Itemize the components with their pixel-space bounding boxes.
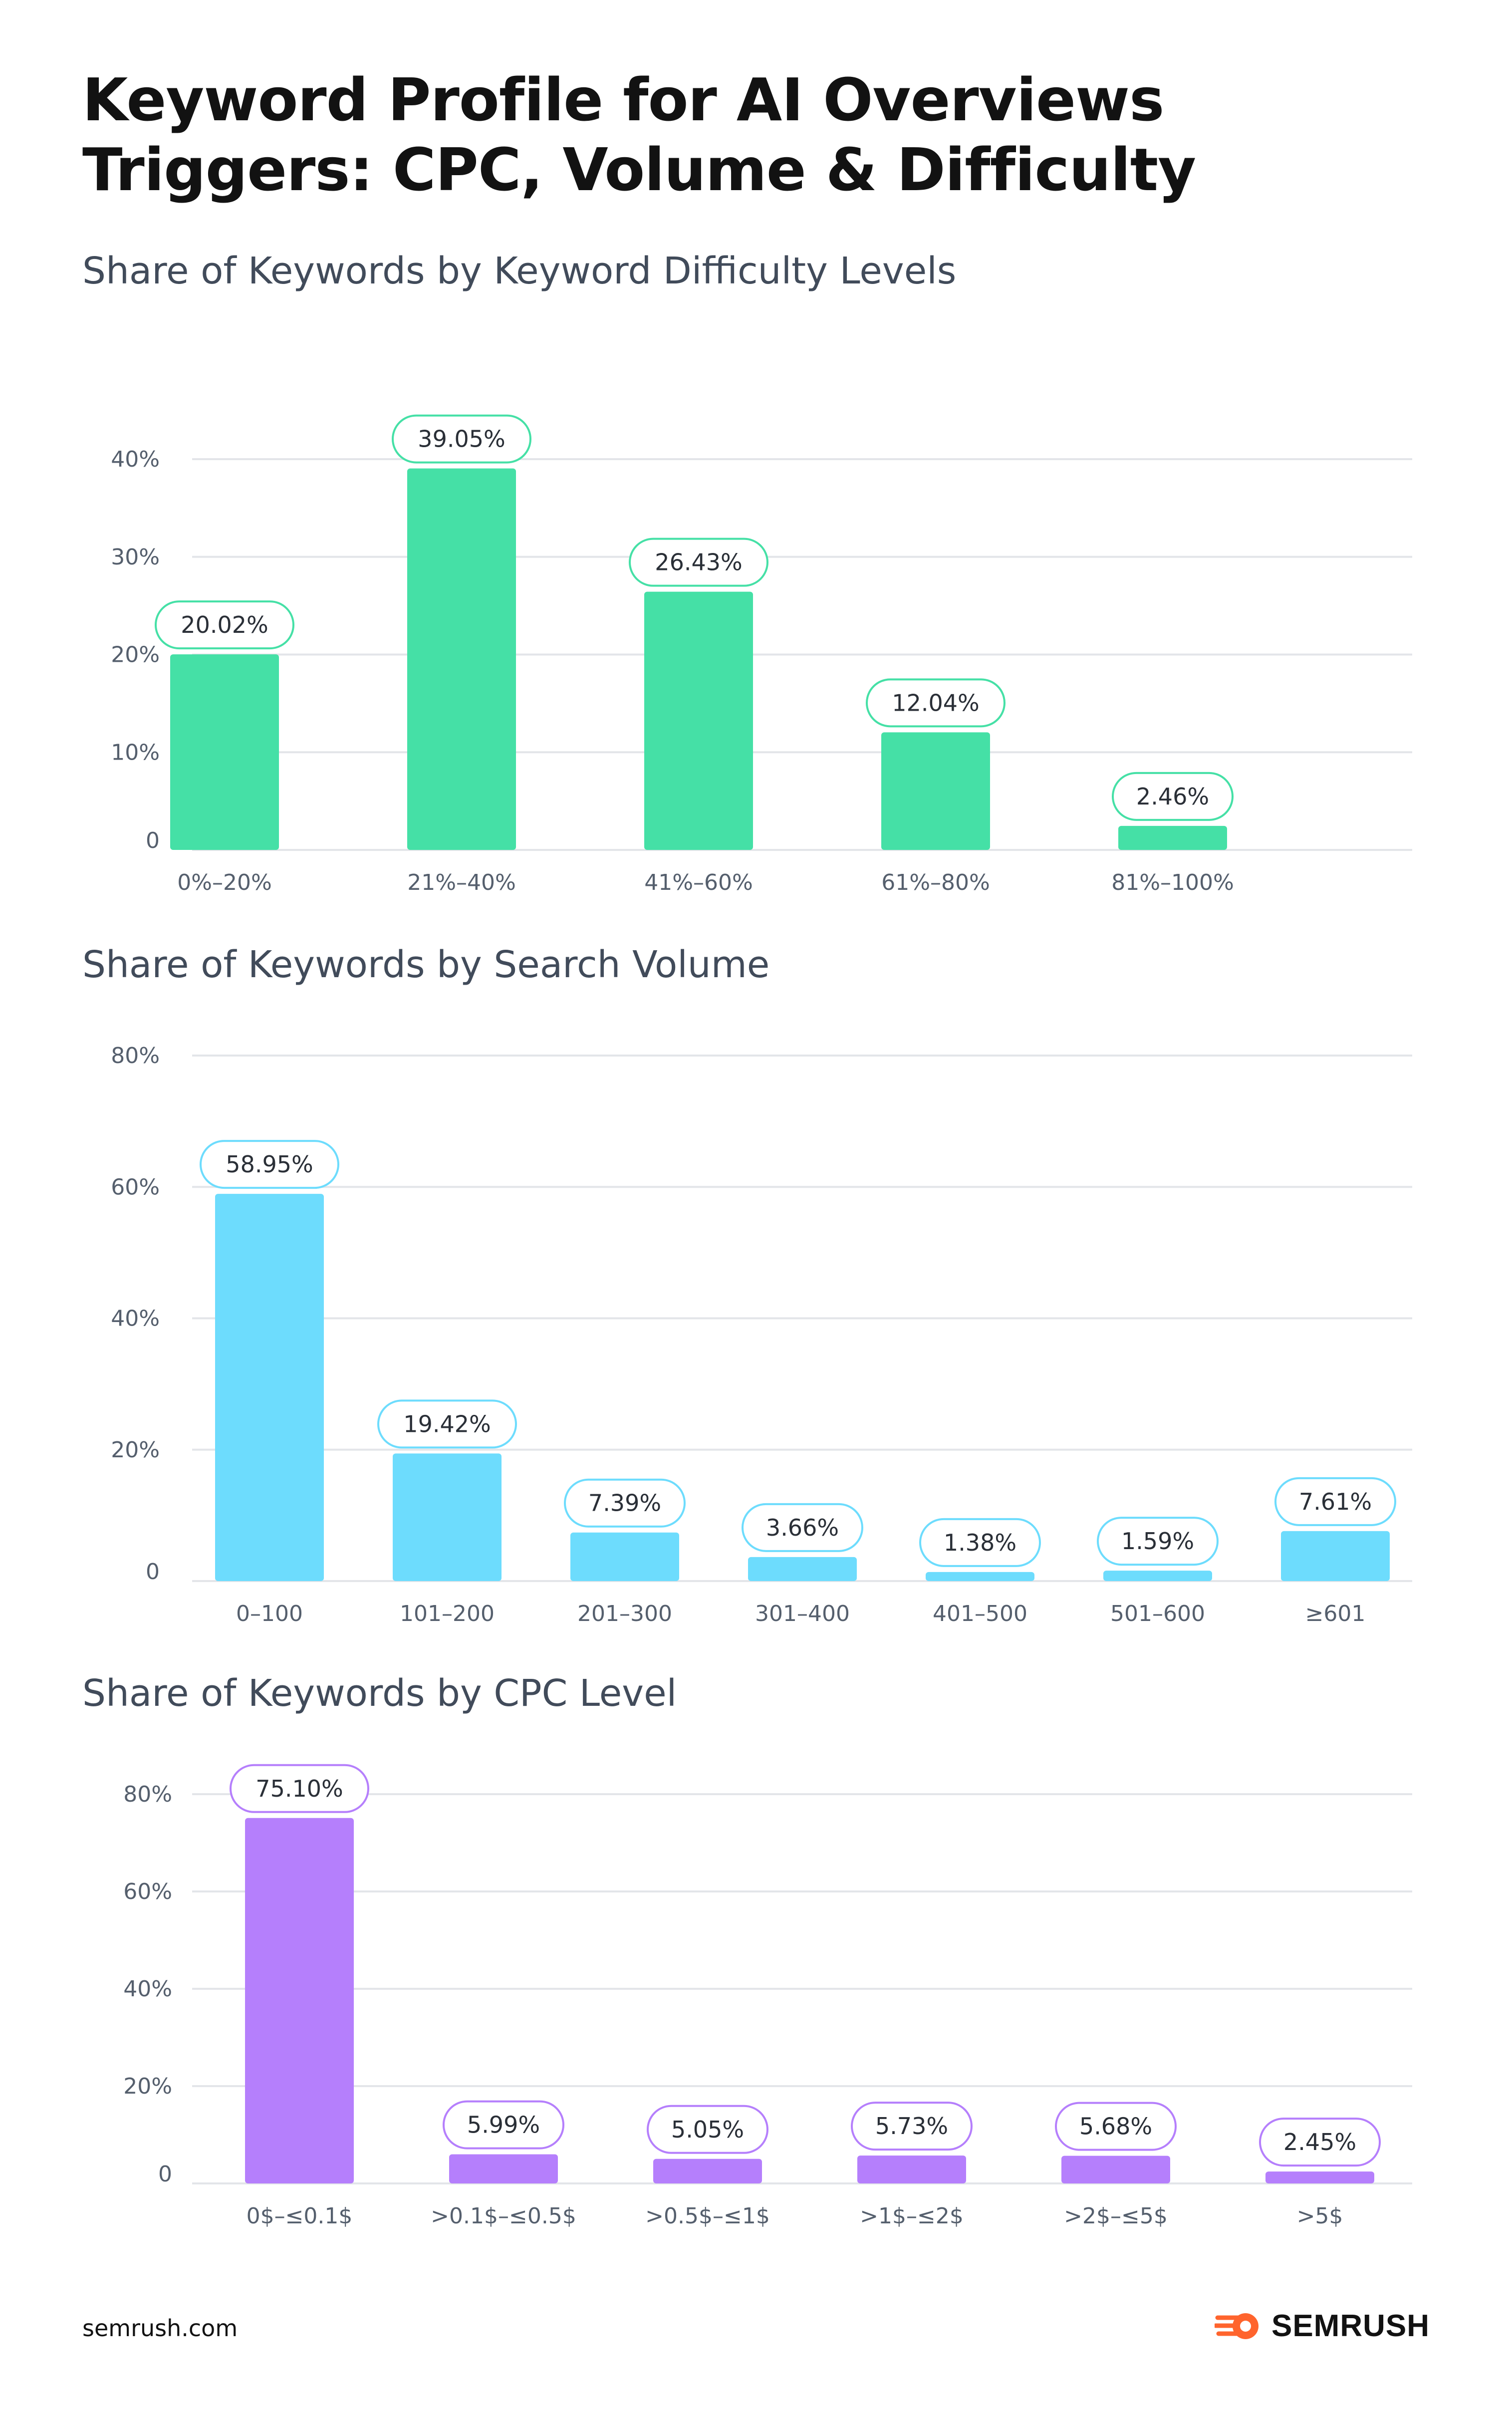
difficulty-category-label: 41%–60% [644, 870, 753, 895]
volume-y-tick-label: 80% [111, 1043, 160, 1069]
difficulty-value-pill [866, 678, 1006, 728]
volume-value-label: 1.38% [944, 1529, 1016, 1556]
difficulty-category-label: 0%–20% [177, 870, 272, 895]
cpc-category-label: >0.1$–≤0.5$ [431, 2203, 576, 2229]
difficulty-y-tick-label: 40% [111, 447, 160, 472]
cpc-chart-title: Share of Keywords by CPC Level [82, 1672, 677, 1715]
difficulty-value-label: 2.46% [1136, 783, 1209, 810]
volume-chart-title: Share of Keywords by Search Volume [82, 943, 770, 986]
volume-y-tick-label: 0 [146, 1559, 160, 1585]
difficulty-y-tick-label: 10% [111, 740, 160, 765]
difficulty-bar [170, 654, 279, 850]
cpc-category-label: >2$–≤5$ [1064, 2203, 1168, 2229]
volume-y-tick-label: 20% [111, 1437, 160, 1463]
difficulty-value-pill [155, 600, 294, 650]
volume-y-tick-label: 60% [111, 1174, 160, 1200]
cpc-value-label: 5.05% [671, 2116, 744, 2143]
volume-bar [570, 1532, 679, 1581]
difficulty-value-label: 39.05% [418, 426, 505, 453]
volume-category-label: 401–500 [933, 1601, 1027, 1626]
volume-bar [215, 1194, 324, 1581]
volume-value-label: 58.95% [226, 1151, 313, 1178]
difficulty-y-tick-label: 30% [111, 544, 160, 570]
volume-bar [1281, 1531, 1390, 1581]
cpc-y-tick-label: 60% [123, 1879, 172, 1904]
brand-logo: SEMRUSH [1214, 2308, 1430, 2344]
volume-value-pill [919, 1518, 1041, 1567]
cpc-bar [449, 2154, 558, 2183]
volume-bar [748, 1557, 857, 1581]
cpc-category-label: >0.5$–≤1$ [645, 2203, 770, 2229]
volume-value-label: 19.42% [403, 1410, 491, 1437]
brand-name: SEMRUSH [1271, 2309, 1430, 2343]
volume-category-label: 201–300 [577, 1601, 672, 1626]
cpc-y-tick-label: 0 [158, 2161, 172, 2187]
cpc-value-pill [230, 1764, 369, 1813]
volume-category-label: 101–200 [400, 1601, 495, 1626]
semrush-logo-icon [1214, 2313, 1259, 2339]
difficulty-value-label: 20.02% [181, 611, 268, 638]
cpc-value-label: 2.45% [1283, 2129, 1356, 2155]
difficulty-chart: 0 10% 20% 30% 40% 20.02% 0%–20% 39.05% 21%–40% 26… [111, 414, 1412, 895]
difficulty-y-tick-label: 20% [111, 642, 160, 668]
volume-value-pill [742, 1503, 863, 1552]
volume-category-label: 501–600 [1110, 1601, 1205, 1626]
volume-value-label: 1.59% [1121, 1528, 1194, 1555]
cpc-value-pill [1055, 2102, 1177, 2151]
difficulty-category-label: 61%–80% [881, 870, 990, 895]
cpc-value-pill [443, 2100, 564, 2149]
cpc-value-pill [851, 2102, 973, 2151]
volume-value-label: 7.61% [1299, 1488, 1372, 1515]
cpc-value-label: 5.99% [467, 2112, 540, 2139]
cpc-bar [1061, 2155, 1170, 2183]
volume-value-label: 7.39% [588, 1490, 661, 1517]
difficulty-bar [1118, 825, 1227, 850]
cpc-y-tick-label: 40% [123, 1976, 172, 2002]
cpc-category-label: 0$–≤0.1$ [247, 2203, 353, 2229]
footer-site: semrush.com [82, 2315, 238, 2342]
difficulty-value-label: 12.04% [892, 689, 979, 716]
difficulty-bar [407, 468, 516, 850]
volume-value-label: 3.66% [766, 1514, 839, 1541]
cpc-value-label: 5.68% [1079, 2113, 1152, 2140]
cpc-y-tick-label: 20% [123, 2074, 172, 2099]
volume-value-pill [377, 1399, 517, 1449]
difficulty-category-label: 21%–40% [407, 870, 516, 895]
cpc-value-label: 75.10% [255, 1775, 343, 1802]
volume-value-pill [200, 1140, 339, 1189]
cpc-bar [653, 2158, 762, 2183]
difficulty-bar [881, 732, 990, 850]
volume-chart: 0 20% 40% 60% 80% 58.95% 0–100 19.42% 101–200 7.3… [111, 1043, 1412, 1626]
difficulty-value-pill [629, 537, 768, 587]
volume-category-label: 301–400 [755, 1601, 850, 1626]
difficulty-chart-title: Share of Keywords by Keyword Difficulty … [82, 250, 957, 292]
difficulty-value-pill [1112, 772, 1234, 821]
difficulty-bar [644, 591, 753, 850]
volume-category-label: 0–100 [236, 1601, 303, 1626]
volume-category-label: ≥601 [1305, 1601, 1366, 1626]
volume-value-pill [1274, 1477, 1396, 1526]
volume-value-pill [1097, 1517, 1219, 1566]
volume-y-tick-label: 40% [111, 1306, 160, 1332]
cpc-bar [245, 1818, 354, 2183]
cpc-value-pill [1259, 2118, 1381, 2167]
cpc-bar [1265, 2171, 1374, 2183]
page-title: Keyword Profile for AI Overviews Trigger… [82, 65, 1196, 204]
volume-value-pill [564, 1478, 686, 1528]
volume-bar [926, 1572, 1034, 1581]
difficulty-category-label: 81%–100% [1111, 870, 1234, 895]
cpc-value-label: 5.73% [875, 2113, 948, 2140]
difficulty-y-tick-label: 0 [146, 828, 160, 853]
volume-bar [1103, 1571, 1212, 1581]
cpc-bar [857, 2155, 966, 2183]
cpc-category-label: >5$ [1297, 2203, 1343, 2229]
difficulty-value-pill [392, 414, 531, 464]
cpc-category-label: >1$–≤2$ [860, 2203, 964, 2229]
cpc-chart: 0 20% 40% 60% 80% 75.10% 0$–≤0.1$ 5.99% >0.1$–≤0… [123, 1764, 1412, 2229]
volume-bar [393, 1453, 502, 1581]
cpc-value-pill [647, 2105, 768, 2154]
cpc-y-tick-label: 80% [123, 1782, 172, 1807]
difficulty-value-label: 26.43% [655, 549, 742, 576]
